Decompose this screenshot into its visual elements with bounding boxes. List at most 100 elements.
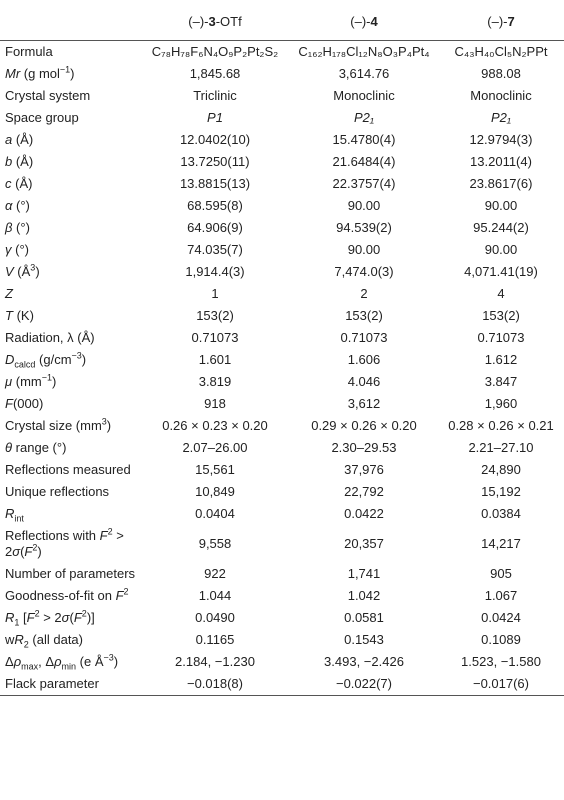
- text-run: 2: [107, 526, 113, 537]
- text-run: Reflections with: [5, 528, 100, 543]
- text-run: Space group: [5, 110, 79, 125]
- table-cell: 1.067: [484, 588, 518, 603]
- text-run: Reflections measured: [5, 462, 131, 477]
- row-label: Δρmax, Δρmin (e Å−3): [0, 651, 140, 673]
- text-run: (–)-: [188, 14, 209, 29]
- table-row: c (Å) 13.8815(13) 22.3757(4) 23.8617(6): [0, 173, 564, 195]
- table-cell: 0.0490: [195, 610, 235, 625]
- text-run: θ: [5, 440, 13, 455]
- text-run: (–)-: [487, 14, 508, 29]
- row-label: b (Å): [0, 151, 140, 173]
- table-cell: 23.8617(6): [469, 176, 533, 191]
- table-row: Z 1 2 4: [0, 283, 564, 305]
- text-run: 7: [507, 14, 515, 29]
- text-run: F: [24, 544, 33, 559]
- table-cell: 1.044: [198, 588, 232, 603]
- table-cell: 0.0404: [195, 506, 235, 521]
- column-header: (–)-3-OTf: [140, 6, 290, 41]
- text-run: a: [5, 132, 13, 147]
- text-run: F: [5, 396, 13, 411]
- table-cell: 0.0581: [344, 610, 384, 625]
- table-cell: 0.29 × 0.26 × 0.20: [311, 418, 417, 433]
- text-run: −3: [103, 652, 114, 663]
- table-cell: 4,071.41(19): [464, 264, 538, 279]
- row-label: θ range (°): [0, 437, 140, 459]
- table-cell: 14,217: [481, 536, 521, 551]
- crystal-data-table: (–)-3-OTf (–)-4 (–)-7 Formula C₇₈H₇₈F₆N₄O₉P…: [0, 6, 564, 696]
- corner-cell: [0, 6, 140, 41]
- table-cell: 12.0402(10): [179, 132, 251, 147]
- row-label: Crystal size (mm3): [0, 415, 140, 437]
- table-cell: 10,849: [195, 484, 235, 499]
- table-body: Formula C₇₈H₇₈F₆N₄O₉P₂Pt₂S₂ C₁₆₂H₁₇₈Cl₁₂N₈…: [0, 41, 564, 696]
- text-run: ): [37, 544, 42, 559]
- column-header: (–)-4: [290, 6, 438, 41]
- text-run: 3: [208, 14, 216, 29]
- row-label: β (°): [0, 217, 140, 239]
- row-label: Crystal system: [0, 85, 140, 107]
- table-cell: 90.00: [347, 198, 381, 213]
- table-cell: 0.0424: [481, 610, 521, 625]
- table-cell: P2₁: [353, 110, 374, 125]
- table-cell: 918: [204, 396, 226, 411]
- table-row: Crystal size (mm3) 0.26 × 0.23 × 0.20 0.29…: [0, 415, 564, 437]
- table-cell: 3,614.76: [338, 66, 390, 81]
- text-run: Goodness-of-fit on: [5, 588, 116, 603]
- table-cell: 90.00: [484, 198, 518, 213]
- table-cell: 13.2011(4): [470, 154, 532, 169]
- table-row: β (°) 64.906(9) 94.539(2) 95.244(2): [0, 217, 564, 239]
- text-run: Radiation, λ (Å): [5, 330, 95, 345]
- text-run: (g mol: [20, 66, 60, 81]
- table-cell: 1,960: [484, 396, 518, 411]
- table-row: Mr (g mol−1) 1,845.68 3,614.76 988.08: [0, 63, 564, 85]
- table-cell: 1.042: [347, 588, 381, 603]
- text-run: F: [26, 610, 35, 625]
- table-cell: 2.07–26.00: [182, 440, 248, 455]
- table-row: Formula C₇₈H₇₈F₆N₄O₉P₂Pt₂S₂ C₁₆₂H₁₇₈Cl₁₂N₈…: [0, 41, 564, 64]
- text-run: γ: [5, 242, 12, 257]
- table-cell: 922: [204, 566, 226, 581]
- text-run: ): [106, 418, 112, 433]
- table-cell: 0.28 × 0.26 × 0.21: [448, 418, 554, 433]
- header-row: (–)-3-OTf (–)-4 (–)-7: [0, 6, 564, 41]
- table-cell: 0.0384: [481, 506, 521, 521]
- row-label: T (K): [0, 305, 140, 327]
- table-row: μ (mm−1) 3.819 4.046 3.847: [0, 371, 564, 393]
- table-cell: 2.184, −1.230: [175, 654, 255, 669]
- text-run: (°): [11, 242, 29, 257]
- row-label: Number of parameters: [0, 563, 140, 585]
- table-cell: C₁₆₂H₁₇₈Cl₁₂N₈O₃P₄Pt₄: [298, 44, 430, 59]
- text-run: 4: [370, 14, 378, 29]
- table-row: Flack parameter −0.018(8) −0.022(7) −0.017(…: [0, 673, 564, 696]
- text-run: T: [5, 308, 13, 323]
- text-run: > 2: [5, 528, 124, 559]
- table-cell: 0.26 × 0.23 × 0.20: [162, 418, 268, 433]
- table-row: Δρmax, Δρmin (e Å−3) 2.184, −1.230 3.493, …: [0, 651, 564, 673]
- table-cell: 13.7250(11): [180, 154, 250, 169]
- table-cell: 15,561: [195, 462, 235, 477]
- text-run: (K): [12, 308, 34, 323]
- text-run: ): [70, 66, 75, 81]
- row-label: R1 [F2 > 2σ(F2)]: [0, 607, 140, 629]
- table-cell: 94.539(2): [336, 220, 392, 235]
- text-run: (–)-: [350, 14, 371, 29]
- table-row: wR2 (all data) 0.1165 0.1543 0.1089: [0, 629, 564, 651]
- row-label: μ (mm−1): [0, 371, 140, 393]
- table-cell: 21.6484(4): [332, 154, 396, 169]
- table-cell: −0.018(8): [186, 676, 243, 691]
- text-run: R: [5, 610, 15, 625]
- text-run: c: [5, 176, 12, 191]
- table-row: Crystal system Triclinic Monoclinic Monocli…: [0, 85, 564, 107]
- text-run: ): [113, 654, 119, 669]
- text-run: 2: [81, 608, 87, 619]
- text-run: (: [20, 544, 25, 559]
- table-cell: 3,612: [347, 396, 381, 411]
- text-run: 2: [34, 608, 40, 619]
- table-cell: 68.595(8): [187, 198, 243, 213]
- text-run: (Å): [11, 176, 33, 191]
- row-label: Reflections with F2 > 2σ(F2): [0, 525, 140, 563]
- table-cell: 12.9794(3): [469, 132, 533, 147]
- text-run: R: [14, 632, 24, 647]
- text-run: max: [21, 661, 39, 672]
- table-cell: 0.71073: [340, 330, 388, 345]
